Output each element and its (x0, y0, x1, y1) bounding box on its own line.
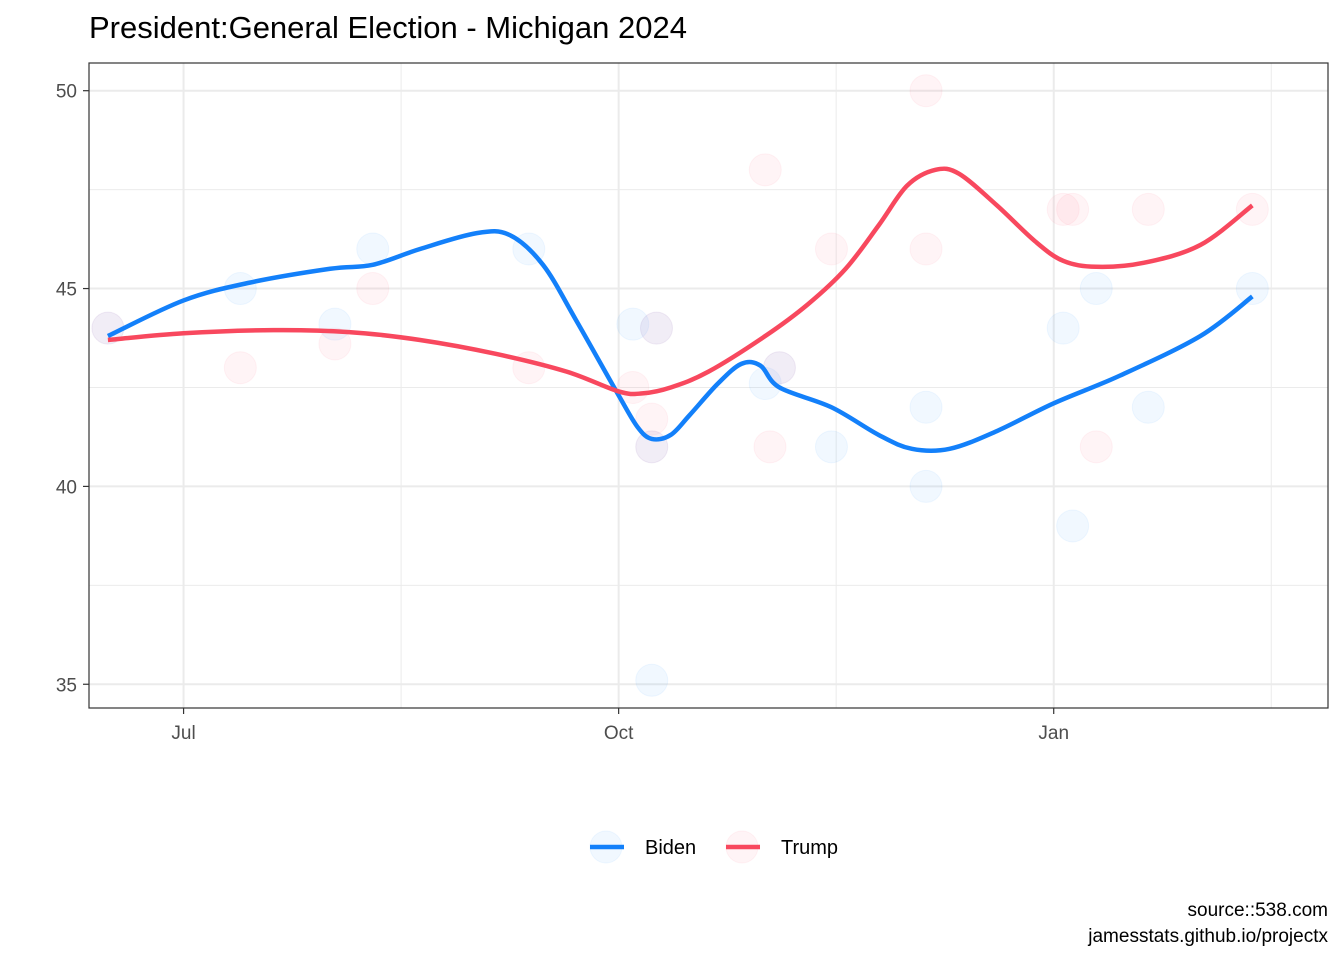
poll-point-biden (1235, 272, 1269, 306)
grid-major (89, 63, 1328, 708)
x-tick-label: Jan (1038, 723, 1069, 744)
poll-point-biden (616, 307, 650, 341)
poll-point-biden (1056, 509, 1090, 543)
legend: Biden Trump (589, 830, 838, 864)
trend-line-biden (106, 229, 1254, 454)
poll-point-trump (639, 311, 673, 345)
legend-label-trump: Trump (781, 837, 838, 859)
panel-border (88, 62, 1329, 709)
caption-site: jamesstats.github.io/projectx (1087, 926, 1328, 947)
poll-point-biden (909, 390, 943, 424)
poll-point-trump (814, 232, 848, 266)
y-tick-label: 45 (56, 280, 77, 301)
x-tick-label: Jul (171, 723, 195, 744)
poll-point-trump (1131, 192, 1165, 226)
poll-point-biden (1131, 390, 1165, 424)
poll-point-trump (909, 232, 943, 266)
legend-label-biden: Biden (645, 837, 696, 859)
y-axis: 35 40 45 50 (56, 82, 89, 696)
poll-point-trump (318, 327, 352, 361)
poll-point-trump (356, 272, 390, 306)
poll-point-trump (223, 351, 257, 385)
poll-point-trump (635, 402, 669, 436)
poll-point-trump (635, 430, 669, 464)
poll-point-biden (1046, 311, 1080, 345)
x-tick-label: Oct (604, 723, 634, 744)
poll-points (91, 74, 1269, 697)
poll-point-biden (909, 469, 943, 503)
poll-point-trump (1235, 192, 1269, 226)
poll-point-biden (1079, 272, 1113, 306)
caption-source: source::538.com (1188, 900, 1328, 921)
poll-point-trump (1056, 192, 1090, 226)
poll-point-biden (635, 663, 669, 697)
poll-point-trump (1079, 430, 1113, 464)
chart-title: President:General Election - Michigan 20… (89, 10, 687, 45)
x-axis: Jul Oct Jan (171, 708, 1069, 744)
trend-line-trump (107, 166, 1254, 397)
poll-point-biden (814, 430, 848, 464)
y-tick-label: 50 (56, 82, 77, 103)
poll-point-trump (748, 153, 782, 187)
poll-point-trump (753, 430, 787, 464)
poll-point-biden (639, 311, 673, 345)
grid-minor (89, 63, 1328, 708)
y-tick-label: 40 (56, 477, 77, 498)
trend-lines (106, 166, 1254, 454)
y-tick-label: 35 (56, 675, 77, 696)
poll-point-trump (1046, 192, 1080, 226)
poll-point-trump (909, 74, 943, 108)
